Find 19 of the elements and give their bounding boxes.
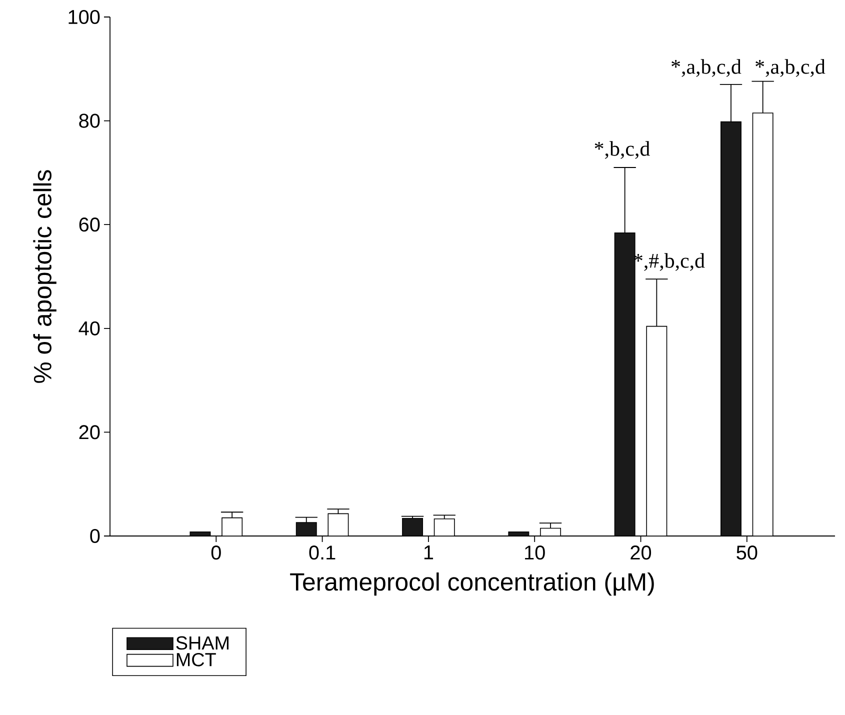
y-axis-title: % of apoptotic cells: [33, 170, 56, 383]
x-tick-label: 20: [630, 546, 652, 560]
legend-label: SHAM: [176, 636, 228, 650]
y-tick-label: 60: [79, 218, 100, 232]
x-tick-label: 0.1: [309, 546, 336, 560]
x-tick-label: 0: [211, 546, 221, 560]
y-tick-label: 100: [68, 10, 100, 24]
x-tick-label: 50: [736, 546, 758, 560]
annotation: *,b,c,d: [594, 141, 650, 159]
y-tick-label: 20: [79, 425, 100, 440]
x-tick-label: 1: [424, 546, 434, 560]
x-tick-label: 10: [525, 546, 545, 560]
legend-label: MCT: [176, 652, 216, 666]
annotation: *,a,b,c,d: [756, 59, 826, 77]
y-tick-label: 40: [78, 321, 100, 336]
x-axis-title: Terameprocol concentration (µM): [290, 572, 654, 596]
annotation: *,a,b,c,d: [672, 59, 742, 77]
y-tick-label: 0: [90, 528, 100, 544]
y-tick-label: 80: [79, 114, 100, 128]
